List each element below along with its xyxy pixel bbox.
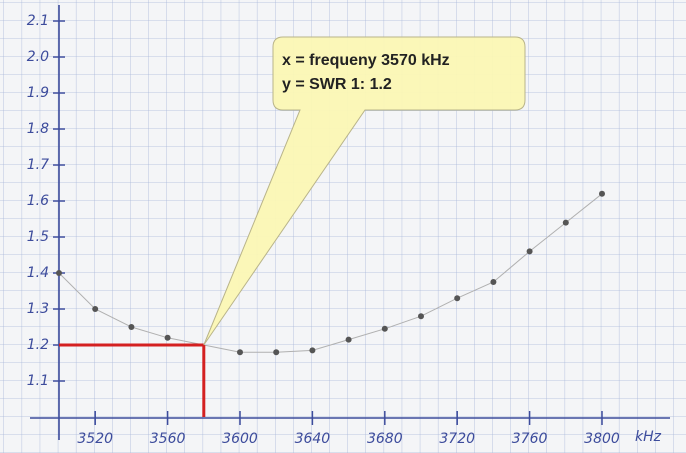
data-point (454, 295, 461, 302)
y-tick-label: 2.1 (27, 13, 49, 29)
data-point (92, 306, 99, 312)
y-tick-label: 1.2 (27, 337, 49, 353)
data-point (309, 347, 316, 354)
y-tick-label: 1.3 (27, 301, 49, 317)
y-tick-label: 1.1 (27, 373, 49, 389)
x-tick-label: 3640 (295, 431, 331, 447)
x-tick-label: 3800 (584, 431, 620, 447)
annotation-text: y = SWR 1: 1.2 (282, 76, 392, 93)
data-point (490, 279, 497, 285)
data-point (381, 325, 388, 332)
x-tick-label: 3760 (512, 431, 548, 447)
y-tick-label: 1.5 (27, 229, 49, 245)
y-tick-label: 1.7 (27, 157, 49, 173)
x-axis-label: kHz (635, 429, 662, 445)
data-point (526, 248, 533, 255)
y-tick-label: 1.4 (27, 265, 49, 281)
x-tick-label: 3720 (439, 431, 475, 447)
y-tick-label: 2.0 (27, 49, 49, 65)
data-point (164, 334, 171, 341)
data-point (237, 349, 243, 356)
data-point (56, 270, 62, 276)
data-point (273, 349, 280, 356)
x-tick-label: 3520 (77, 431, 113, 447)
data-point (345, 336, 352, 343)
y-tick-label: 1.9 (27, 85, 49, 101)
x-tick-label: 3600 (222, 431, 258, 447)
data-point (418, 313, 424, 320)
y-tick-label: 1.6 (27, 193, 49, 209)
callout (203, 36, 526, 346)
y-tick-label: 1.8 (27, 121, 49, 137)
data-point (128, 324, 135, 330)
x-tick-label: 3680 (367, 431, 403, 447)
data-point (562, 219, 569, 226)
data-point (599, 190, 605, 197)
annotation-text: x = frequeny 3570 kHz (282, 52, 450, 69)
x-tick-label: 3560 (150, 431, 186, 447)
